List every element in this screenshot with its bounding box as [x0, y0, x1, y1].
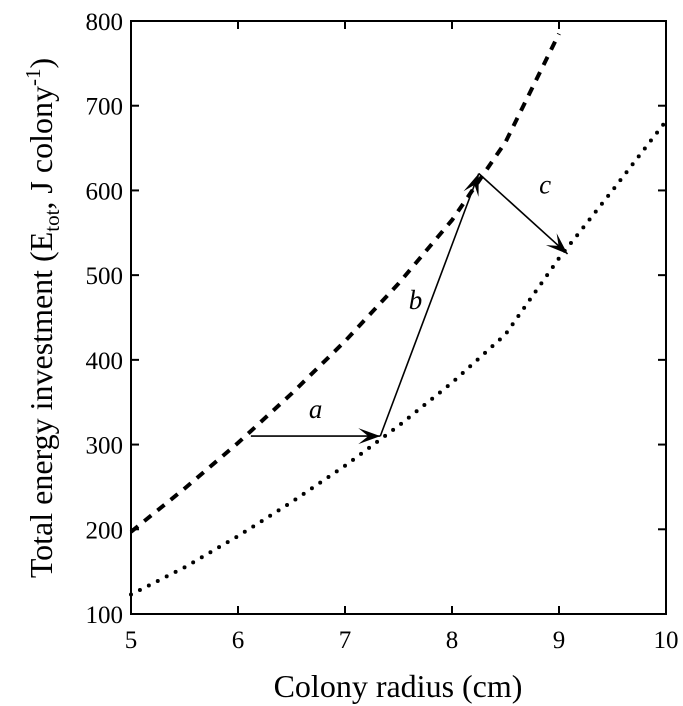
y-tick-label: 300	[86, 433, 124, 460]
y-tick-label: 200	[86, 517, 124, 544]
y-tick-label: 500	[86, 263, 124, 290]
y-axis-label-main: Total energy investment (E	[23, 232, 59, 578]
x-tick-label: 9	[553, 627, 566, 654]
arrow-b-line	[379, 173, 480, 437]
series-layer	[129, 32, 668, 597]
y-axis-label-superscript: -1	[21, 69, 45, 87]
x-tick-label: 6	[232, 627, 245, 654]
arrow-a-label: a	[309, 394, 323, 424]
y-axis-label-end: )	[23, 58, 59, 69]
arrow-a-head	[358, 428, 381, 445]
y-tick-label: 400	[86, 348, 124, 375]
arrow-b-head	[463, 173, 479, 197]
plot-frame	[130, 20, 667, 615]
y-ticks: 100 200 300 400 500 600 700 800	[86, 9, 666, 629]
arrow-layer: a b c	[250, 170, 569, 445]
x-tick-label: 8	[446, 627, 459, 654]
arrow-c-head	[545, 233, 568, 254]
y-tick-label: 800	[86, 9, 124, 36]
y-tick-label: 700	[86, 94, 124, 121]
x-tick-label: 7	[339, 627, 352, 654]
x-axis-label: Colony radius (cm)	[274, 668, 523, 704]
series-line-dotted	[129, 119, 668, 597]
x-tick-label: 5	[125, 627, 138, 654]
y-tick-label: 600	[86, 178, 124, 205]
series-line-dashed	[129, 32, 561, 534]
y-axis-label-subscript: tot	[40, 209, 64, 231]
x-ticks: 5 6 7 8 9 10	[125, 21, 679, 654]
arrow-c-line	[478, 172, 569, 255]
arrow-b-label: b	[409, 285, 423, 315]
y-axis-label: Total energy investment (Etot, J colony-…	[21, 58, 64, 578]
x-tick-label: 10	[654, 627, 679, 654]
y-tick-label: 100	[86, 602, 124, 629]
y-axis-label-middle: , J colony	[23, 86, 59, 210]
arrow-c-label: c	[539, 170, 551, 200]
